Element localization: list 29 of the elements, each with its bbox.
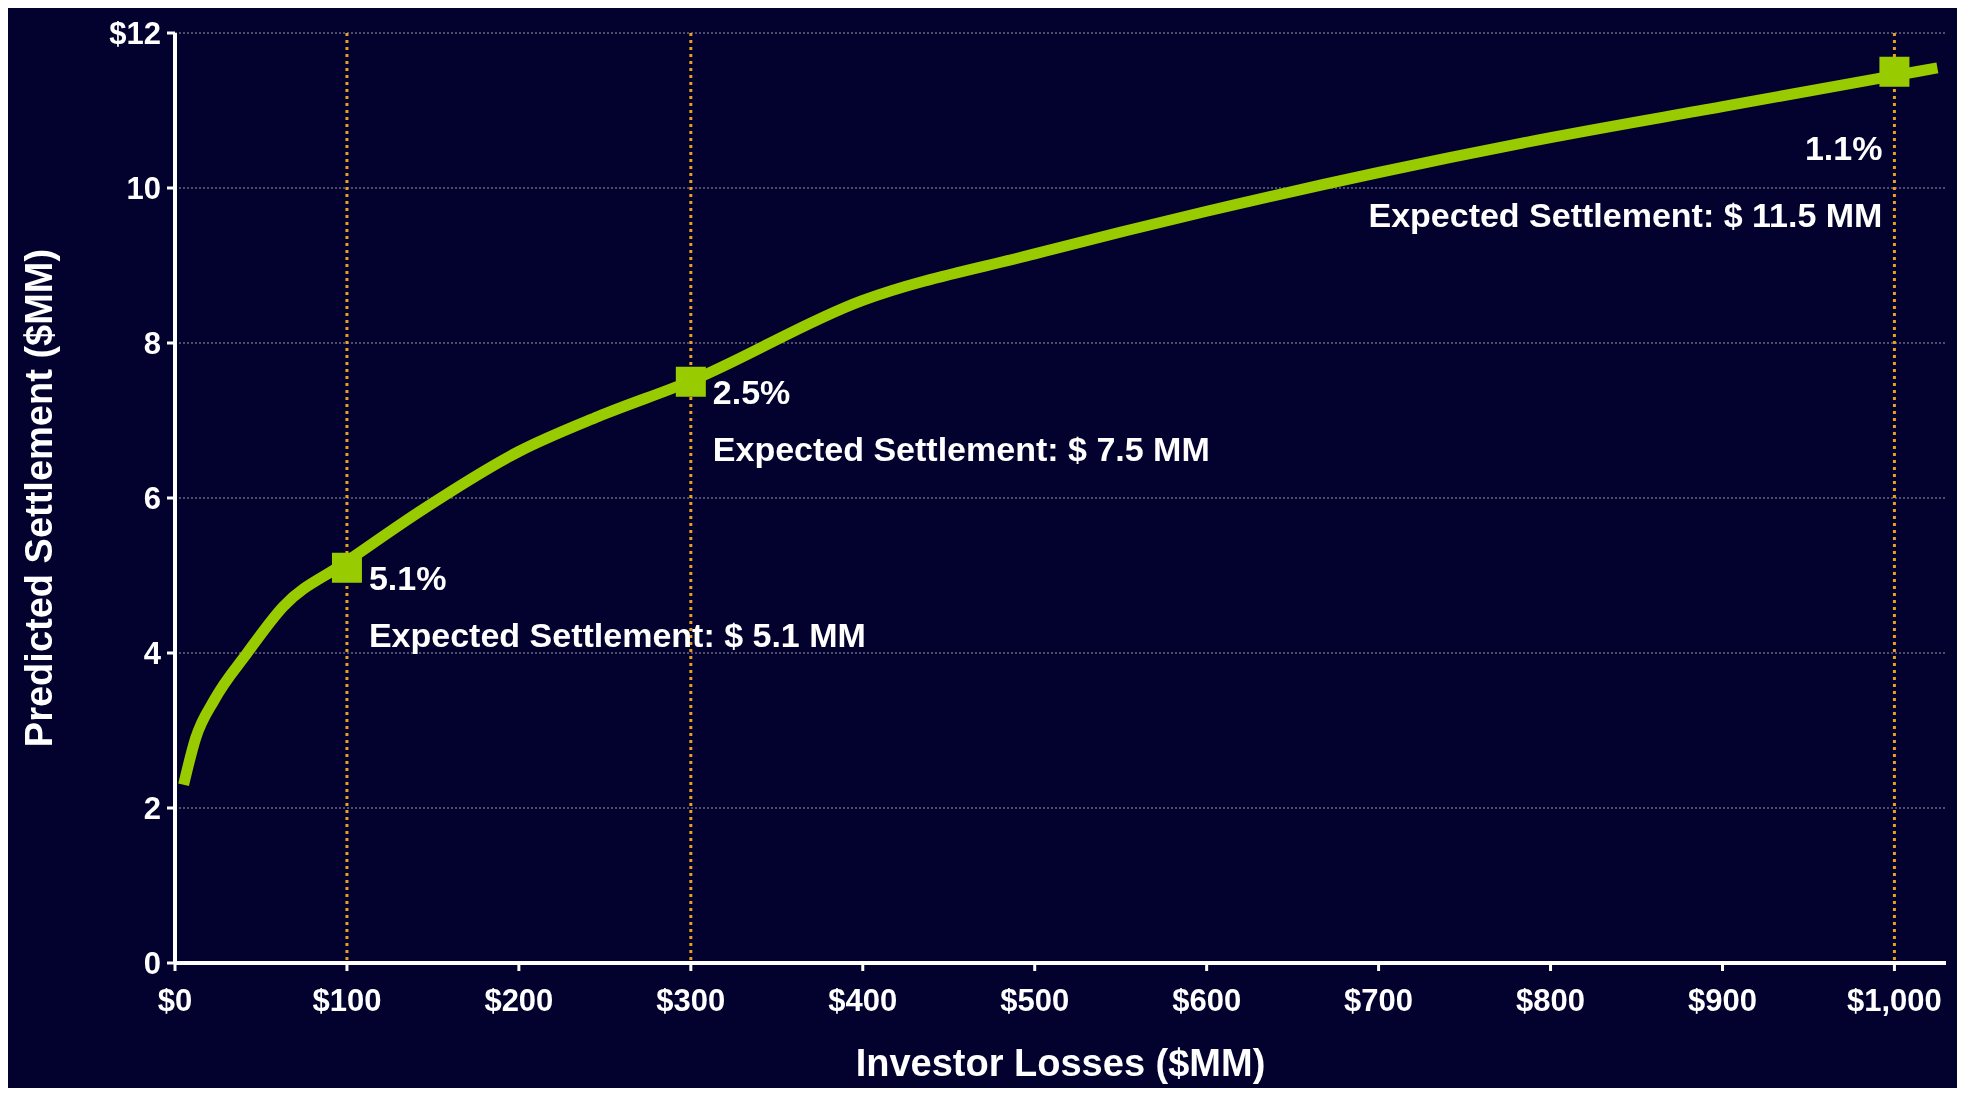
point bbox=[675, 366, 706, 397]
y-axis-title: Predicted Settlement ($MM) bbox=[18, 248, 60, 748]
y-tick-label: 0 bbox=[143, 945, 161, 981]
x-tick-label: $100 bbox=[312, 983, 382, 1018]
x-tick-label: $900 bbox=[1687, 983, 1757, 1018]
point bbox=[1879, 56, 1910, 87]
x-tick-label: $700 bbox=[1344, 983, 1414, 1018]
point bbox=[331, 552, 362, 583]
y-tick-label: 6 bbox=[143, 480, 161, 516]
y-tick-label: $12 bbox=[109, 15, 161, 51]
x-tick-label: $600 bbox=[1172, 983, 1242, 1018]
x-tick-label: $1,000 bbox=[1847, 983, 1942, 1018]
annotation: Expected Settlement: $ 11.5 MM bbox=[1368, 195, 1883, 234]
annotation: Expected Settlement: $ 5.1 MM bbox=[368, 615, 866, 654]
annotation: 2.5% bbox=[712, 372, 791, 411]
x-tick-label: $800 bbox=[1516, 983, 1586, 1018]
x-tick-label: $200 bbox=[484, 983, 554, 1018]
annotation: 1.1% bbox=[1804, 128, 1883, 167]
y-tick-label: 8 bbox=[143, 325, 161, 361]
x-tick-label: $0 bbox=[157, 983, 193, 1018]
x-tick-label: $400 bbox=[828, 983, 898, 1018]
x-tick-label: $300 bbox=[656, 983, 726, 1018]
x-tick-label: $500 bbox=[1000, 983, 1070, 1018]
y-tick-label: 4 bbox=[143, 635, 162, 671]
y-tick-label: 2 bbox=[143, 790, 161, 826]
annotation: 5.1% bbox=[368, 558, 447, 597]
annotation: Expected Settlement: $ 7.5 MM bbox=[712, 429, 1210, 468]
y-tick-label: 10 bbox=[126, 170, 161, 206]
x-axis-title: Investor Losses ($MM) bbox=[855, 1042, 1266, 1084]
